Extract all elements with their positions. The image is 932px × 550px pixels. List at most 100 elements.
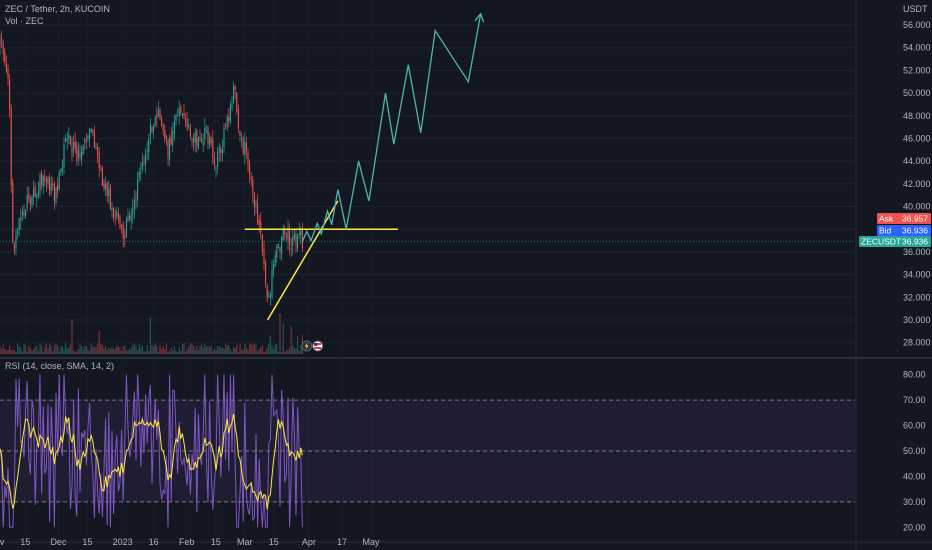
candle-body (175, 114, 177, 121)
candle-body (137, 178, 139, 200)
volume-bar (194, 349, 196, 354)
candle-body (121, 225, 123, 227)
volume-bar (100, 344, 102, 354)
volume-bar (202, 348, 204, 354)
volume-bar (197, 350, 199, 354)
candle-body (255, 202, 257, 205)
candle-body (292, 236, 294, 246)
volume-bar (53, 345, 55, 354)
time-tick-label: 17 (337, 537, 347, 547)
volume-bar (42, 351, 44, 354)
volume-bar (73, 350, 75, 354)
volume-bar (45, 343, 47, 354)
candle-body (89, 128, 91, 139)
volume-bar (261, 345, 263, 354)
price-tick-label: 34.000 (903, 270, 931, 280)
candle-body (129, 215, 131, 219)
candle-body (282, 229, 284, 240)
volume-bar (253, 343, 255, 354)
volume-bar (58, 351, 60, 354)
volume-bar (49, 343, 51, 354)
volume-bar (114, 348, 116, 354)
volume-bar (65, 343, 67, 354)
candle-body (9, 79, 11, 109)
price-tick-label: 52.000 (903, 65, 931, 75)
candle-body (273, 264, 275, 271)
candle-body (130, 214, 132, 222)
volume-bar (212, 351, 214, 354)
time-tick-label: 15 (269, 537, 279, 547)
candle-body (196, 130, 198, 146)
volume-bar (191, 343, 193, 354)
candle-body (156, 115, 158, 119)
price-tag-bg (877, 213, 931, 224)
candle-body (148, 138, 150, 152)
candle-body (226, 116, 228, 128)
candle-body (180, 106, 182, 113)
volume-bar (116, 344, 118, 354)
volume-bar (277, 351, 279, 354)
candle-body (101, 167, 103, 186)
volume-bar (289, 347, 291, 354)
time-tick-label: 15 (211, 537, 221, 547)
volume-bar (170, 347, 172, 354)
candle-body (258, 220, 260, 225)
volume-bar (129, 349, 131, 354)
volume-bar (181, 343, 183, 354)
volume-bar (229, 348, 231, 354)
volume-bar (135, 346, 137, 354)
volume-bar (138, 343, 140, 354)
volume-bar (18, 346, 20, 354)
volume-bar (52, 351, 54, 354)
volume-bar (106, 349, 108, 354)
candle-body (218, 147, 220, 153)
candle-body (29, 197, 31, 205)
price-tick-label: 40.000 (903, 202, 931, 212)
volume-bar (153, 346, 155, 354)
candle-body (159, 109, 161, 120)
volume-bar (0, 345, 1, 354)
volume-bar (13, 350, 15, 354)
time-tick-label: Dec (50, 537, 67, 547)
candle-body (213, 158, 215, 165)
volume-title[interactable]: Vol · ZEC (5, 16, 44, 26)
volume-bar (189, 343, 191, 354)
candle-body (210, 137, 212, 144)
candle-body (127, 215, 129, 221)
volume-bar (210, 346, 212, 354)
candle-body (290, 247, 292, 249)
candle-body (141, 162, 143, 170)
candle-body (2, 42, 4, 54)
candle-body (260, 221, 262, 232)
candle-body (236, 92, 238, 112)
volume-bar (47, 348, 49, 354)
volume-bar (154, 343, 156, 354)
drawings[interactable] (0, 12, 855, 321)
candle-body (143, 161, 145, 163)
candle-body (135, 198, 137, 201)
volume-bar (84, 345, 86, 354)
lightning-glyph (304, 342, 309, 350)
volume-bar (151, 344, 153, 354)
volume-bar (23, 344, 25, 354)
rsi-tick-label: 20.00 (903, 522, 926, 532)
volume-bar (29, 348, 31, 354)
rsi-pane[interactable] (0, 374, 855, 528)
rsi-title[interactable]: RSI (14, close, SMA, 14, 2) (5, 361, 115, 371)
candle-body (279, 247, 281, 252)
candle-body (185, 117, 187, 123)
volume-bar (199, 346, 201, 354)
volume-bar (12, 349, 14, 354)
chart-badges[interactable] (301, 340, 324, 352)
candle-body (154, 117, 156, 127)
candle-body (12, 182, 14, 244)
candle-body (189, 128, 191, 138)
candle-body (223, 128, 225, 148)
symbol-title[interactable]: ZEC / Tether, 2h, KUCOIN (5, 4, 110, 14)
candle-body (167, 139, 169, 157)
candle-body (133, 200, 135, 209)
candle-body (266, 286, 268, 298)
volume-bar (125, 350, 127, 354)
volume-bar (177, 351, 179, 354)
